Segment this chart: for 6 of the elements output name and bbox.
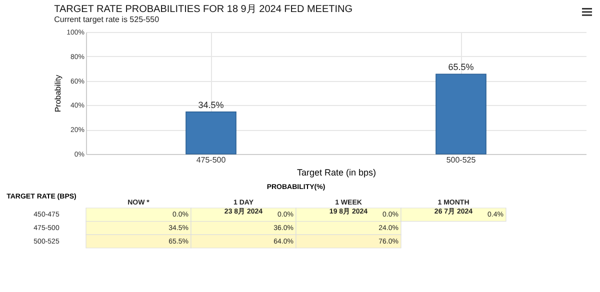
chart-title: TARGET RATE PROBABILITIES FOR 18 9月 2024 FED MEETING [54, 4, 353, 15]
data-label: 34.5% [198, 100, 224, 110]
chart-subtitle: Current target rate is 525-550 [54, 15, 160, 24]
y-axis-title: Probability [54, 74, 63, 112]
x-axis-title: Target Rate (in bps) [296, 168, 376, 178]
data-label: 65.5% [448, 62, 474, 72]
